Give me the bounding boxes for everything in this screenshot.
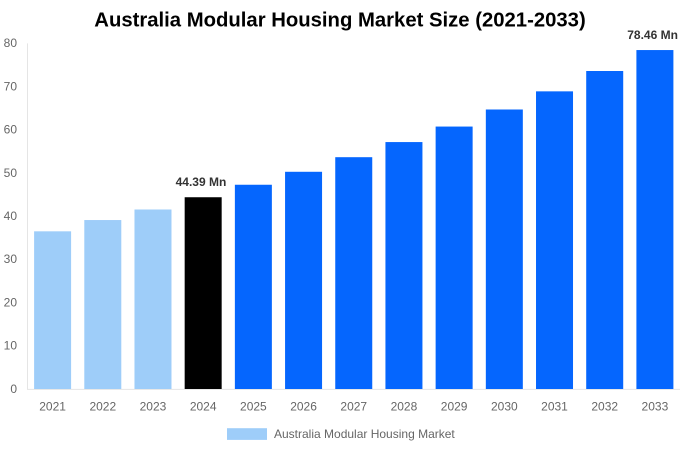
svg-text:2032: 2032 — [591, 400, 618, 414]
svg-text:40: 40 — [4, 209, 18, 223]
svg-text:Australia Modular Housing Mark: Australia Modular Housing Market Size (2… — [94, 10, 585, 32]
svg-text:20: 20 — [4, 295, 18, 309]
svg-text:Australia Modular Housing Mark: Australia Modular Housing Market — [274, 427, 455, 441]
svg-text:0: 0 — [10, 382, 17, 396]
svg-text:60: 60 — [4, 123, 18, 137]
svg-text:2021: 2021 — [39, 400, 66, 414]
svg-text:2033: 2033 — [642, 400, 669, 414]
svg-text:2023: 2023 — [140, 400, 167, 414]
svg-text:2026: 2026 — [290, 400, 317, 414]
svg-text:2025: 2025 — [240, 400, 267, 414]
svg-text:2029: 2029 — [441, 400, 468, 414]
svg-text:30: 30 — [4, 252, 18, 266]
svg-text:44.39 Mn: 44.39 Mn — [176, 175, 227, 189]
svg-text:78.46 Mn: 78.46 Mn — [627, 28, 678, 42]
svg-text:10: 10 — [4, 339, 18, 353]
svg-text:2024: 2024 — [190, 400, 217, 414]
svg-text:50: 50 — [4, 166, 18, 180]
svg-text:2030: 2030 — [491, 400, 518, 414]
svg-text:2031: 2031 — [541, 400, 568, 414]
svg-text:70: 70 — [4, 79, 18, 93]
svg-text:2022: 2022 — [89, 400, 116, 414]
svg-text:2027: 2027 — [340, 400, 367, 414]
svg-text:80: 80 — [4, 36, 18, 50]
svg-text:2028: 2028 — [391, 400, 418, 414]
